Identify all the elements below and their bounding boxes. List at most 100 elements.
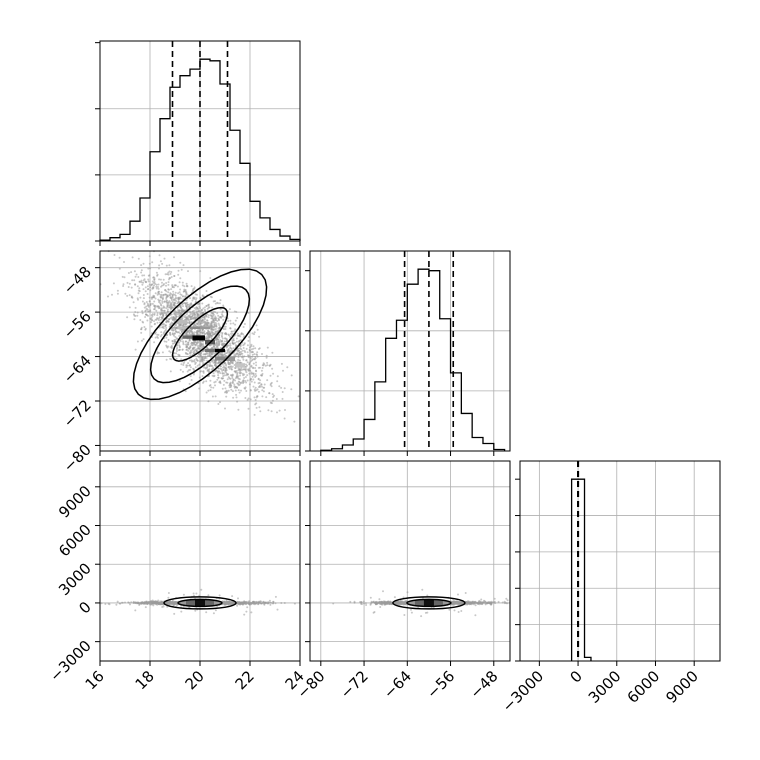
scatter-point xyxy=(243,349,246,352)
scatter-point xyxy=(104,603,107,605)
scatter-point xyxy=(236,352,239,355)
scatter-point xyxy=(206,331,209,334)
scatter-point xyxy=(234,341,237,344)
scatter-point xyxy=(123,261,125,263)
scatter-point xyxy=(132,301,135,304)
scatter-point xyxy=(246,374,249,377)
scatter-point xyxy=(187,343,190,346)
scatter-point xyxy=(200,357,203,360)
scatter-point xyxy=(218,336,221,339)
scatter-point xyxy=(156,312,159,315)
scatter-point xyxy=(225,371,228,374)
scatter-point xyxy=(167,281,170,284)
scatter-point xyxy=(221,387,224,390)
scatter-point xyxy=(216,378,219,381)
scatter-point xyxy=(189,333,192,336)
scatter-point xyxy=(168,293,171,296)
scatter-point xyxy=(235,340,238,343)
scatter-point xyxy=(192,368,195,371)
scatter-point xyxy=(174,324,177,327)
scatter-point xyxy=(247,312,250,314)
scatter-point xyxy=(140,279,143,282)
scatter-point xyxy=(219,299,222,302)
scatter-point xyxy=(198,363,201,366)
scatter-point xyxy=(171,295,174,298)
y-grid xyxy=(310,486,510,643)
scatter-point xyxy=(231,342,234,345)
scatter-point xyxy=(245,602,248,605)
scatter-point xyxy=(134,311,137,313)
scatter-point xyxy=(238,368,241,371)
scatter-point xyxy=(249,346,251,349)
scatter-point xyxy=(173,352,176,355)
scatter-point xyxy=(169,323,171,326)
scatter-point xyxy=(148,283,151,286)
scatter-point xyxy=(217,403,220,405)
scatter-point xyxy=(184,302,187,305)
scatter-point xyxy=(200,311,203,314)
scatter-point xyxy=(212,352,215,355)
scatter-point xyxy=(233,370,236,373)
scatter-point xyxy=(130,286,133,289)
scatter-point xyxy=(151,315,154,318)
scatter-point xyxy=(168,277,171,279)
scatter-point xyxy=(263,383,266,386)
scatter-point xyxy=(232,337,235,340)
scatter-point xyxy=(165,358,168,361)
scatter-point xyxy=(113,254,116,256)
scatter-point xyxy=(239,335,242,338)
scatter-point xyxy=(271,367,274,370)
scatter-point xyxy=(157,286,159,288)
scatter-point xyxy=(200,340,203,343)
scatter-point xyxy=(133,318,136,321)
scatter-point xyxy=(136,314,139,317)
scatter-point xyxy=(182,362,185,365)
scatter-point xyxy=(227,348,230,350)
scatter-point xyxy=(206,368,209,371)
scatter-point xyxy=(151,283,154,286)
scatter-point xyxy=(221,314,224,317)
scatter-point xyxy=(178,341,181,344)
scatter-point xyxy=(242,382,244,385)
scatter-point xyxy=(203,366,206,369)
scatter-point xyxy=(185,366,188,369)
scatter-point xyxy=(208,353,211,356)
scatter-point xyxy=(182,370,184,373)
scatter-point xyxy=(190,379,193,381)
scatter-point xyxy=(221,335,223,338)
scatter-point xyxy=(185,291,188,294)
scatter-point xyxy=(230,348,233,350)
scatter-point xyxy=(220,368,223,371)
scatter-point xyxy=(164,325,167,328)
scatter-point xyxy=(259,374,262,377)
scatter-point xyxy=(216,312,219,315)
scatter-point xyxy=(297,395,300,398)
scatter-point xyxy=(163,300,166,303)
scatter-point xyxy=(240,389,242,392)
scatter-point xyxy=(258,406,261,409)
scatter-point xyxy=(145,305,148,308)
scatter-point xyxy=(153,313,156,316)
scatter-point xyxy=(183,310,186,313)
scatter-point xyxy=(236,350,239,353)
y-tick-label: 0 xyxy=(75,598,94,617)
scatter-point xyxy=(192,297,195,300)
scatter-point xyxy=(234,389,237,392)
scatter-point xyxy=(162,315,165,318)
scatter-point xyxy=(140,269,143,272)
scatter-point xyxy=(252,385,255,388)
scatter-point xyxy=(283,387,286,390)
scatter-point xyxy=(290,374,293,377)
scatter-point xyxy=(222,383,225,386)
scatter-point xyxy=(157,283,160,286)
scatter-point xyxy=(194,344,197,347)
scatter-point xyxy=(172,306,175,309)
scatter-point xyxy=(241,349,244,352)
scatter-point xyxy=(209,277,212,279)
scatter-point xyxy=(248,367,251,370)
scatter-point xyxy=(267,409,270,412)
scatter-point xyxy=(174,603,177,606)
scatter-point xyxy=(271,393,274,396)
y-tick-label: −64 xyxy=(60,352,95,387)
density-cell xyxy=(200,326,210,330)
